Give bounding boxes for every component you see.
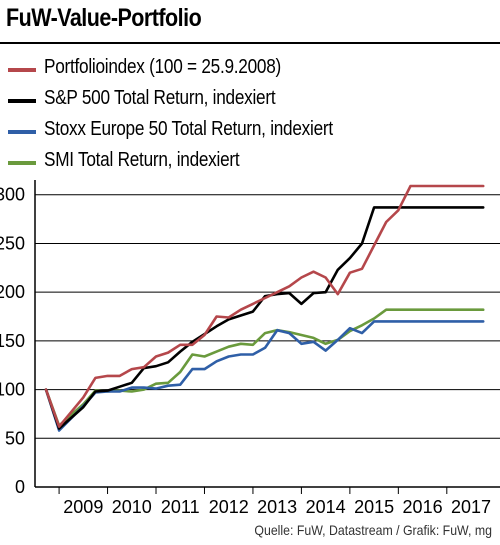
legend-swatch bbox=[8, 161, 36, 165]
title-rule bbox=[0, 42, 500, 44]
source-note: Quelle: FuW, Datastream / Grafik: FuW, m… bbox=[254, 522, 492, 538]
x-tick-label: 2014 bbox=[306, 497, 346, 517]
x-tick-label: 2011 bbox=[161, 497, 200, 517]
y-tick-label: 0 bbox=[15, 477, 25, 497]
y-tick-label: 150 bbox=[0, 331, 25, 351]
x-tick-label: 2009 bbox=[63, 497, 103, 517]
x-tick-label: 2010 bbox=[112, 497, 152, 517]
legend-swatch bbox=[8, 130, 36, 134]
x-tick-label: 2012 bbox=[209, 497, 249, 517]
legend-label: S&P 500 Total Return, indexiert bbox=[44, 87, 276, 109]
y-tick-label: 250 bbox=[0, 233, 25, 253]
series-line bbox=[44, 184, 485, 428]
y-tick-label: 50 bbox=[5, 428, 25, 448]
legend-label: SMI Total Return, indexiert bbox=[44, 149, 240, 171]
legend-label: Stoxx Europe 50 Total Return, indexiert bbox=[44, 118, 333, 140]
x-tick-label: 2013 bbox=[257, 497, 297, 517]
y-tick-label: 300 bbox=[0, 185, 25, 205]
chart-title: FuW-Value-Portfolio bbox=[6, 4, 202, 32]
series-line bbox=[44, 320, 485, 432]
x-tick-label: 2017 bbox=[451, 497, 491, 517]
x-tick-label: 2015 bbox=[354, 497, 394, 517]
legend-swatch bbox=[8, 68, 36, 72]
legend-swatch bbox=[8, 99, 36, 103]
x-tick-label: 2016 bbox=[403, 497, 443, 517]
series-line bbox=[44, 308, 485, 427]
legend-label: Portfolioindex (100 = 25.9.2008) bbox=[44, 56, 282, 78]
y-tick-label: 200 bbox=[0, 282, 25, 302]
series-line bbox=[44, 206, 485, 430]
y-tick-label: 100 bbox=[0, 380, 25, 400]
